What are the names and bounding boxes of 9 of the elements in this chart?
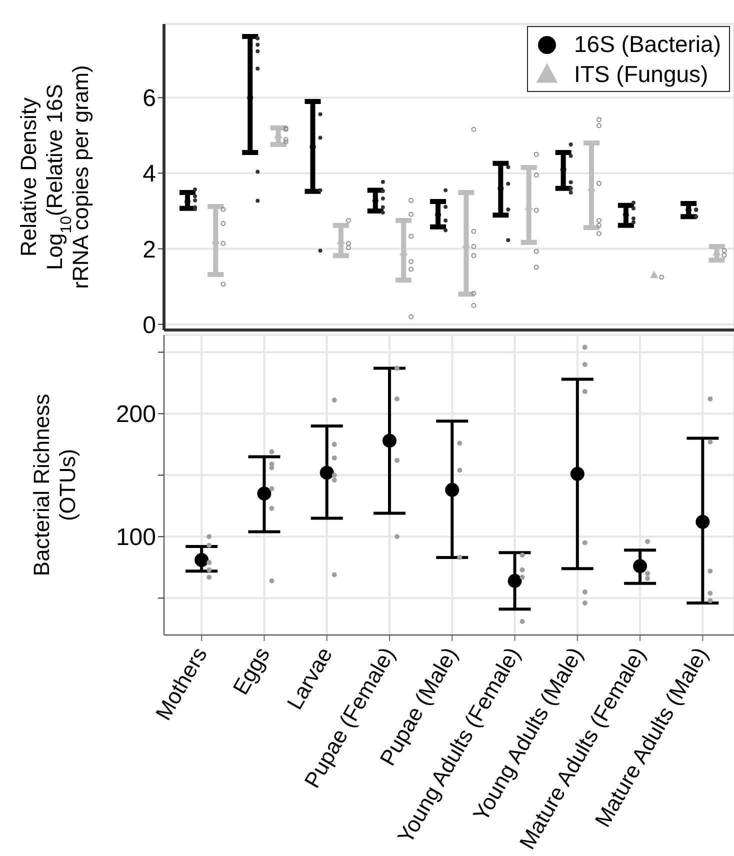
legend-label: 16S (Bacteria) xyxy=(574,30,721,59)
y-tick-label: 6 xyxy=(142,85,156,112)
y-tick-label: 0 xyxy=(142,312,156,339)
y-tick-label: 100 xyxy=(116,524,156,552)
y-tick-label: 200 xyxy=(116,401,156,428)
y-axis-title: Bacterial Richness (OTUs) xyxy=(29,394,80,576)
y-tick-label: 4 xyxy=(142,160,156,188)
y-tick-label: 2 xyxy=(142,236,156,264)
legend-label: ITS (Fungus) xyxy=(574,60,708,89)
